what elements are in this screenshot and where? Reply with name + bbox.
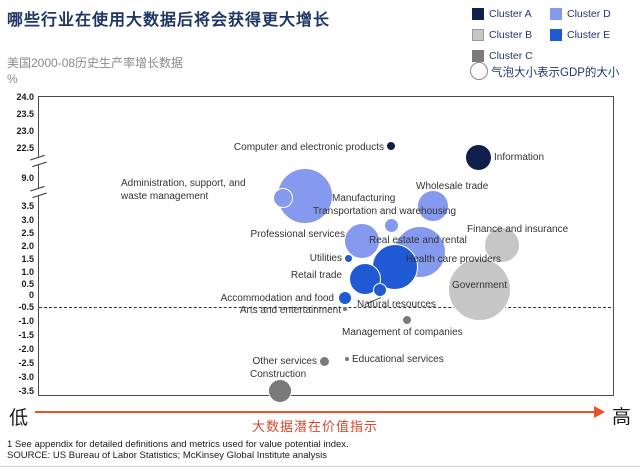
y-tick--2.5: -2.5: [18, 358, 34, 368]
y-tick--1.0: -1.0: [18, 316, 34, 326]
bubble-educational-services: [345, 357, 349, 361]
y-tick-2.0: 2.0: [21, 241, 34, 251]
label-information: Information: [494, 152, 545, 163]
y-axis-unit-label: %: [7, 72, 18, 86]
y-tick--2.0: -2.0: [18, 344, 34, 354]
y-tick-23.0: 23.0: [16, 126, 34, 136]
bubble-information: [464, 143, 492, 171]
cluster-c-label: Cluster C: [489, 50, 533, 62]
label-retail-trade: Retail trade: [290, 270, 342, 281]
y-tick-3.0: 3.0: [21, 215, 34, 225]
label-utilities: Utilities: [309, 253, 342, 264]
label-government: Government: [452, 280, 508, 291]
cluster-c-swatch: [472, 50, 484, 62]
bubble-government: [447, 257, 511, 321]
bubble-arts-and-entertainment: [343, 307, 347, 311]
label-transportation-and-warehousing: Transportation and warehousing: [313, 206, 457, 217]
cluster-b-label: Cluster B: [489, 29, 533, 41]
cluster-d-swatch: [550, 8, 562, 20]
y-tick-1.0: 1.0: [21, 267, 34, 277]
bubble-size-icon: [470, 62, 488, 80]
cluster-e-label: Cluster E: [567, 29, 611, 41]
bubble-transportation-and-warehousing: [383, 217, 399, 233]
cluster-a-swatch: [472, 8, 484, 20]
bubble-natural-resources: [373, 283, 387, 297]
cluster-a-label: Cluster A: [489, 8, 532, 20]
bubble-wholesale-trade: [417, 190, 449, 222]
bubble-other-services: [318, 355, 330, 367]
y-tick--3.5: -3.5: [18, 386, 34, 396]
bubble-construction: [268, 379, 292, 403]
bubble-utilities: [344, 254, 352, 262]
label-professional-services: Professional services: [250, 229, 345, 240]
y-tick-22.5: 22.5: [16, 143, 34, 153]
label-computer-and-electronic-products: Computer and electronic products: [233, 142, 384, 153]
source-note: SOURCE: US Bureau of Labor Statistics; M…: [7, 450, 327, 461]
label-finance-and-insurance: Finance and insurance: [467, 224, 569, 235]
cluster-d-label: Cluster D: [567, 8, 611, 20]
label-natural-resources: Natural resources: [357, 299, 436, 310]
x-axis-caption: 大数据潜在价值指示: [252, 419, 379, 434]
y-tick-24.0: 24.0: [16, 92, 34, 102]
bubble-accommodation-and-food: [338, 291, 352, 305]
y-tick-1.5: 1.5: [21, 254, 34, 264]
y-tick-9.0: 9.0: [21, 173, 34, 183]
label-arts-and-entertainment: Arts and entertainment: [239, 305, 341, 316]
plot-area: [38, 96, 614, 396]
label-manufacturing: Manufacturing: [332, 193, 396, 204]
cluster-e-swatch: [550, 29, 562, 41]
footnote: 1 See appendix for detailed definitions …: [7, 439, 349, 450]
y-tick-0.5: 0.5: [21, 279, 34, 289]
bottom-divider: [0, 466, 640, 467]
x-axis-high-label: 高: [612, 406, 632, 428]
label-management-of-companies: Management of companies: [342, 327, 463, 338]
bubble-size-note: 气泡大小表示GDP的大小: [491, 67, 620, 79]
label-other-services: Other services: [252, 356, 317, 367]
bubble-management-of-companies: [403, 316, 411, 324]
chart-subtitle: 美国2000-08历史生产率增长数据: [7, 56, 184, 70]
bubble-computer-and-electronic-products: [387, 142, 395, 150]
y-tick-23.5: 23.5: [16, 109, 34, 119]
page-title: 哪些行业在使用大数据后将会获得更大增长: [7, 10, 331, 29]
bubble-administration-support-and-waste-management: [273, 188, 293, 208]
y-tick--3.0: -3.0: [18, 372, 34, 382]
label-accommodation-and-food: Accommodation and food: [220, 293, 334, 304]
value-potential-arrow: [35, 411, 596, 413]
bubble-professional-services: [344, 223, 380, 259]
arrow-head-icon: [594, 406, 605, 418]
label-administration-support-and-waste-management: Administration, support, and waste manag…: [121, 178, 246, 202]
label-health-care-providers: Health care providers: [406, 254, 502, 265]
y-tick-2.5: 2.5: [21, 228, 34, 238]
zero-reference-dashed-line: [39, 307, 611, 308]
label-construction: Construction: [250, 369, 307, 380]
bubble-finance-and-insurance: [484, 227, 520, 263]
y-tick-0: 0: [28, 290, 34, 300]
y-tick-3.5: 3.5: [21, 201, 34, 211]
cluster-b-swatch: [472, 29, 484, 41]
label-wholesale-trade: Wholesale trade: [416, 181, 489, 192]
label-real-estate-and-rental: Real estate and rental: [369, 235, 467, 246]
y-tick--1.5: -1.5: [18, 330, 34, 340]
y-tick--0.5: -0.5: [18, 302, 34, 312]
x-axis-low-label: 低: [9, 407, 29, 429]
label-educational-services: Educational services: [352, 354, 444, 365]
